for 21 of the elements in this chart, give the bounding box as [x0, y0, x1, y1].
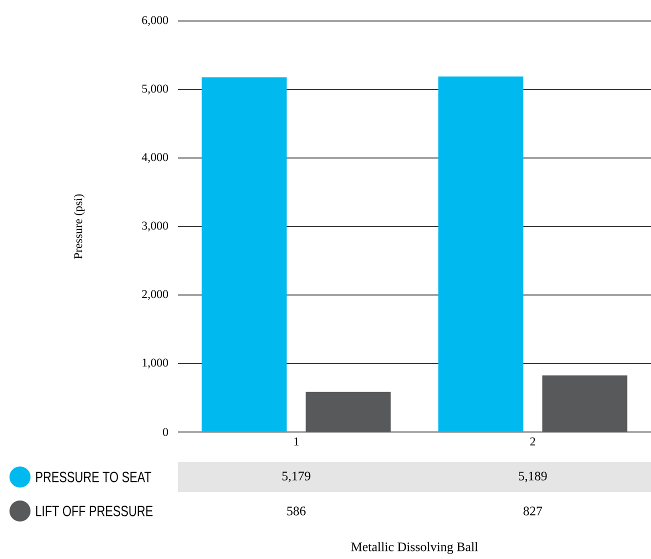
y-tick-label: 6,000	[142, 16, 168, 26]
bar	[202, 77, 287, 432]
bar	[438, 76, 524, 432]
y-tick-label: 5,000	[142, 84, 168, 94]
bar	[542, 375, 628, 432]
data-label: 5,179	[282, 472, 310, 482]
y-tick-label: 1,000	[142, 358, 168, 368]
legend-label: PRESSURE TO SEAT	[36, 472, 152, 482]
bar	[306, 392, 391, 432]
x-tick-label: 2	[530, 438, 536, 446]
y-tick-label: 3,000	[142, 222, 168, 232]
y-tick-label: 2,000	[142, 290, 168, 300]
data-label: 827	[524, 506, 542, 516]
y-axis-title: Pressure (psi)	[74, 194, 85, 259]
y-tick-label: 0	[162, 428, 168, 436]
text: Metallic Dissolving Ball	[351, 542, 478, 554]
legend-label: LIFT OFF PRESSURE	[36, 506, 153, 516]
data-label: 586	[287, 506, 306, 516]
data-label: 5,189	[518, 472, 547, 482]
x-tick-label: 1	[294, 438, 299, 446]
y-tick-label: 4,000	[142, 153, 168, 163]
